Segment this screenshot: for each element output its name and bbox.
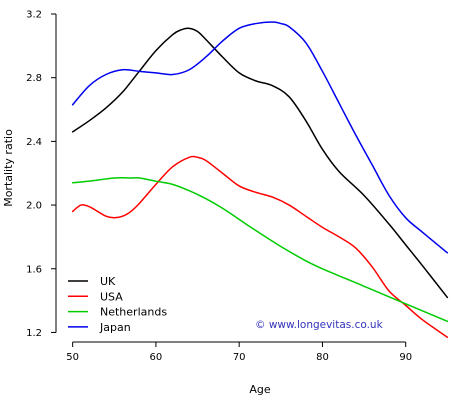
y-tick-label: 2.0 (26, 201, 42, 212)
series-line-usa (71, 155, 449, 338)
legend: UK USA Netherlands Japan (68, 275, 167, 334)
copyright-annotation: © www.longevitas.co.uk (255, 319, 384, 331)
x-axis-title: Age (249, 383, 271, 396)
series-line-japan (71, 21, 449, 254)
legend-label-uk: UK (100, 275, 116, 288)
y-axis-title: Mortality ratio (2, 129, 15, 207)
x-tick-label: 60 (150, 352, 163, 363)
y-tick-label: 1.6 (26, 264, 42, 275)
y-tick-label: 3.2 (26, 10, 42, 21)
y-tick-label: 2.4 (26, 137, 42, 148)
x-tick-label: 50 (66, 352, 79, 363)
y-tick-label: 1.2 (26, 328, 42, 339)
legend-label-usa: USA (100, 290, 123, 303)
series-lines (71, 21, 449, 338)
y-tick-label: 2.8 (26, 73, 42, 84)
legend-label-japan: Japan (99, 321, 131, 334)
axes: 50 60 70 80 90 1.2 1.6 2.0 2.4 2.8 3.2 (26, 10, 412, 364)
series-line-netherlands (71, 177, 449, 323)
legend-label-netherlands: Netherlands (100, 306, 167, 319)
x-tick-label: 90 (399, 352, 412, 363)
x-tick-label: 80 (316, 352, 329, 363)
series-line-uk (71, 27, 449, 299)
x-tick-label: 70 (233, 352, 246, 363)
